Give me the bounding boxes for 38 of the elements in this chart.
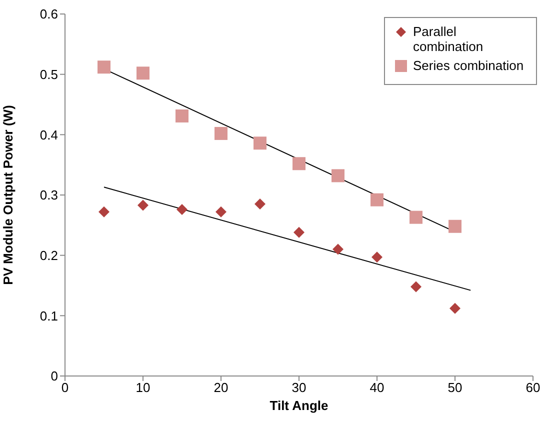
point: [448, 220, 462, 233]
y-tick-label: 0.5: [40, 66, 58, 82]
y-tick-label: 0.2: [40, 248, 58, 263]
point: [450, 302, 460, 314]
x-tick-label: 60: [526, 380, 540, 396]
point: [410, 210, 422, 224]
point: [214, 126, 228, 140]
point: [254, 136, 266, 150]
x-tick-label: 50: [448, 380, 462, 396]
point: [410, 281, 422, 292]
point: [294, 226, 304, 238]
legend-label: Series combination: [413, 58, 524, 73]
point: [98, 60, 110, 74]
x-tick-label: 40: [370, 380, 384, 396]
y-tick-label: 0.3: [40, 188, 58, 203]
y-axis-title: PV Module Output Power (W): [0, 105, 16, 285]
point: [370, 193, 384, 206]
x-tick-label: 10: [136, 380, 150, 396]
y-tick-label: 0.1: [40, 308, 58, 324]
x-axis-title: Tilt Angle: [270, 398, 328, 413]
y-tick-label: 0.6: [40, 6, 58, 22]
point: [254, 198, 266, 210]
point: [138, 200, 148, 211]
point: [216, 206, 226, 218]
x-tick-label: 20: [214, 380, 228, 396]
x-tick-label: 0: [61, 380, 69, 396]
y-tick-label: 0: [50, 368, 58, 384]
legend-label: Parallel combination: [413, 24, 484, 54]
point: [292, 157, 306, 170]
point: [372, 252, 382, 263]
y-tick-label: 0.4: [40, 127, 58, 142]
point: [176, 204, 188, 215]
point: [332, 244, 344, 255]
point: [332, 169, 344, 182]
point: [176, 109, 188, 122]
point: [98, 206, 110, 218]
x-tick-label: 30: [292, 380, 306, 396]
point: [136, 66, 150, 80]
